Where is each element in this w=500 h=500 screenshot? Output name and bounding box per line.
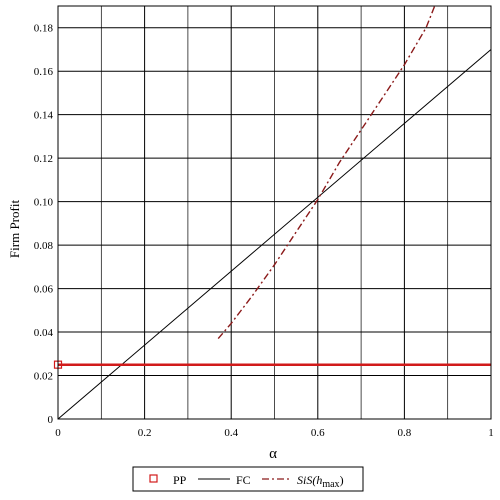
legend-sis-main: SiS(h (297, 473, 322, 487)
y-tick-label: 0.14 (34, 110, 54, 122)
x-tick-label: 0.4 (224, 427, 238, 439)
legend-pp-marker (149, 474, 158, 483)
legend-sis-label: SiS(hmax) (297, 473, 344, 490)
x-tick-label: 0.6 (311, 427, 325, 439)
legend-sis-sub: max (322, 479, 339, 490)
x-tick-label: 1 (488, 427, 494, 439)
y-tick-labels: 0 0.02 0.04 0.06 0.08 0.10 0.12 0.14 0.16 0.18 (34, 23, 54, 426)
x-tick-label: 0.2 (138, 427, 152, 439)
plot-frame (57, 5, 492, 420)
legend-box (132, 466, 364, 492)
legend-fc-label: FC (236, 473, 251, 487)
y-tick-label: 0.12 (34, 153, 53, 165)
legend-pp-label: PP (173, 473, 187, 487)
y-tick-label: 0.06 (34, 284, 54, 296)
y-tick-label: 0.10 (34, 197, 54, 209)
y-axis-label: Firm Profit (7, 200, 22, 259)
series-layer (53, 5, 492, 420)
series-fc-line (57, 49, 492, 420)
y-tick-label: 0.16 (34, 66, 54, 78)
x-tick-label: 0.8 (398, 427, 412, 439)
y-tick-label: 0.18 (34, 23, 54, 35)
legend-sis-close: ) (340, 473, 344, 487)
grid (57, 6, 492, 420)
series-sis-line (217, 5, 436, 340)
y-tick-label: 0.04 (34, 327, 54, 339)
x-tick-label: 0 (55, 427, 61, 439)
y-tick-label: 0.02 (34, 371, 53, 383)
y-tick-label: 0 (48, 414, 54, 426)
x-axis-label: α (269, 446, 277, 462)
legend: PP FC SiS(hmax) (132, 466, 364, 492)
y-tick-label: 0.08 (34, 240, 54, 252)
x-tick-labels: 0 0.2 0.4 0.6 0.8 1 (55, 427, 494, 439)
